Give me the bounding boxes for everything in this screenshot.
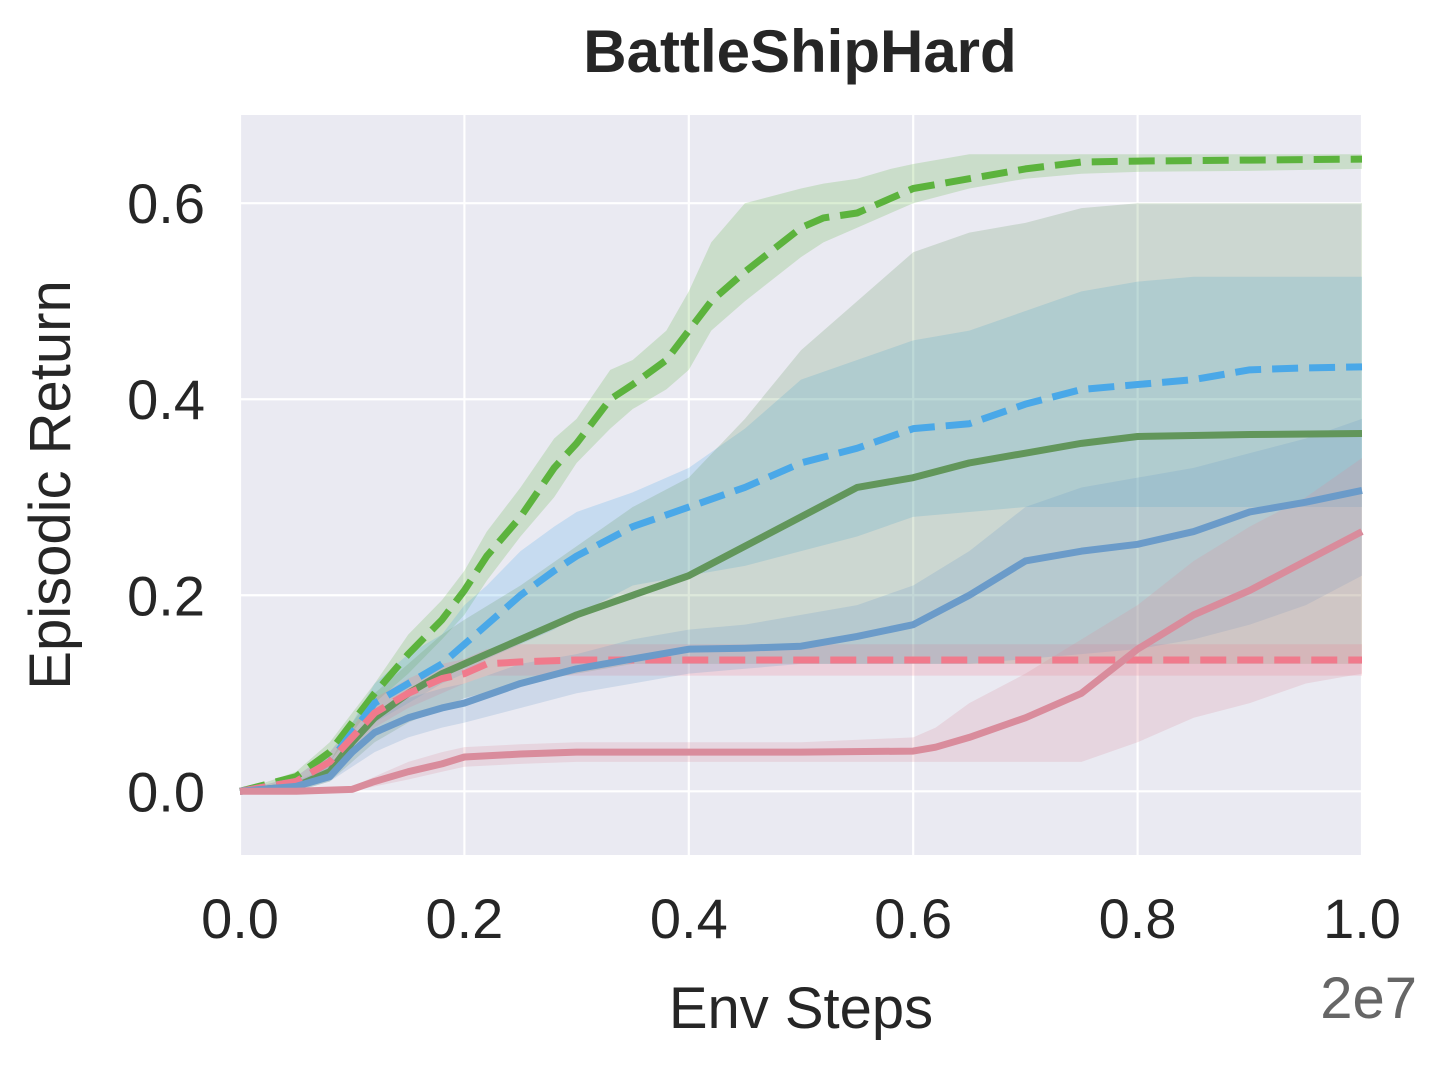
x-axis-label: Env Steps — [669, 976, 933, 1041]
plot-background — [240, 115, 1362, 855]
x-tick-label: 0.0 — [201, 887, 279, 950]
y-tick-labels: 0.0 0.2 0.4 0.6 — [127, 172, 205, 823]
y-tick-label: 0.6 — [127, 172, 205, 235]
green-solid-line — [239, 430, 1363, 795]
x-tick-label: 0.2 — [425, 887, 503, 950]
y-axis-label: Episodic Return — [18, 280, 83, 689]
blue-dashed-band — [240, 276, 1362, 792]
x-axis-offset-label: 2e7 — [1320, 966, 1417, 1031]
red-dashed-line — [239, 656, 1362, 795]
y-tick-label: 0.0 — [127, 760, 205, 823]
grid — [238, 115, 1364, 855]
x-tick-labels: 0.0 0.2 0.4 0.6 0.8 1.0 — [201, 887, 1401, 950]
x-tick-label: 0.8 — [1099, 887, 1177, 950]
chart-title: BattleShipHard — [583, 18, 1016, 85]
blue-dashed-line — [239, 363, 1363, 795]
red-solid-band — [240, 458, 1362, 792]
y-tick-label: 0.4 — [127, 368, 205, 431]
series-lines — [239, 155, 1364, 795]
x-tick-label: 0.6 — [874, 887, 952, 950]
red-solid-line — [240, 528, 1364, 795]
green-dashed-line — [239, 155, 1363, 795]
x-tick-label: 1.0 — [1323, 887, 1401, 950]
blue-solid-band — [240, 418, 1362, 792]
green-solid-band — [240, 203, 1362, 792]
x-tick-label: 0.4 — [650, 887, 728, 950]
blue-solid-line — [239, 486, 1363, 795]
y-tick-label: 0.2 — [127, 564, 205, 627]
